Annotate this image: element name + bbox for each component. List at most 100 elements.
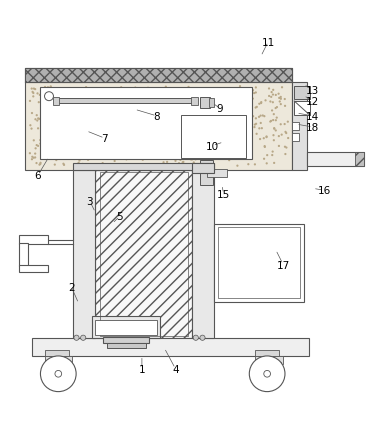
Circle shape	[138, 164, 140, 166]
Circle shape	[180, 106, 182, 108]
Circle shape	[264, 147, 266, 149]
Circle shape	[92, 106, 94, 109]
Circle shape	[259, 138, 261, 141]
Circle shape	[50, 87, 52, 89]
Circle shape	[68, 146, 70, 148]
Circle shape	[271, 110, 273, 112]
Circle shape	[192, 130, 194, 132]
Circle shape	[264, 146, 266, 148]
Circle shape	[251, 131, 253, 134]
Circle shape	[255, 118, 257, 120]
Circle shape	[111, 151, 113, 153]
Circle shape	[175, 160, 176, 163]
Circle shape	[240, 121, 242, 124]
Circle shape	[208, 122, 210, 124]
Circle shape	[152, 115, 154, 118]
Circle shape	[287, 121, 289, 124]
Circle shape	[146, 116, 148, 118]
Circle shape	[233, 103, 236, 105]
Circle shape	[240, 145, 242, 147]
Circle shape	[179, 94, 182, 96]
Circle shape	[50, 123, 52, 125]
Circle shape	[284, 106, 286, 108]
Circle shape	[184, 109, 186, 111]
Circle shape	[68, 153, 70, 155]
Circle shape	[198, 120, 201, 122]
Circle shape	[128, 114, 131, 116]
Circle shape	[31, 92, 34, 94]
Circle shape	[72, 121, 74, 124]
Circle shape	[193, 335, 198, 340]
Circle shape	[239, 90, 241, 92]
Circle shape	[112, 106, 115, 108]
Circle shape	[176, 143, 178, 145]
Circle shape	[73, 94, 75, 96]
Circle shape	[72, 112, 74, 115]
Circle shape	[240, 138, 242, 141]
Circle shape	[135, 144, 138, 146]
Circle shape	[227, 133, 229, 136]
Circle shape	[240, 97, 242, 99]
Circle shape	[148, 137, 150, 140]
Circle shape	[33, 140, 35, 142]
Circle shape	[273, 114, 275, 116]
Circle shape	[95, 135, 97, 138]
Circle shape	[31, 156, 34, 158]
Circle shape	[192, 147, 194, 149]
Circle shape	[101, 137, 103, 139]
Circle shape	[124, 127, 126, 129]
Circle shape	[44, 141, 47, 143]
Circle shape	[116, 138, 118, 140]
Circle shape	[213, 147, 215, 149]
Text: 14: 14	[306, 112, 319, 121]
Circle shape	[49, 109, 51, 112]
Circle shape	[204, 164, 206, 167]
Circle shape	[37, 93, 39, 95]
Circle shape	[229, 130, 231, 132]
Circle shape	[69, 94, 72, 96]
Circle shape	[244, 134, 246, 136]
Circle shape	[121, 156, 123, 158]
Circle shape	[185, 165, 187, 167]
Circle shape	[258, 116, 260, 119]
Circle shape	[160, 126, 163, 128]
Circle shape	[209, 123, 211, 125]
Bar	[107, 343, 145, 348]
Circle shape	[58, 114, 60, 116]
Circle shape	[186, 126, 188, 128]
Circle shape	[137, 146, 139, 148]
Circle shape	[235, 151, 238, 153]
Circle shape	[273, 128, 275, 130]
Circle shape	[39, 140, 41, 142]
Circle shape	[121, 95, 123, 98]
Circle shape	[34, 157, 36, 159]
Circle shape	[86, 89, 88, 91]
Bar	[292, 134, 299, 142]
Circle shape	[159, 100, 161, 102]
Circle shape	[140, 142, 142, 144]
Circle shape	[176, 158, 178, 160]
Circle shape	[243, 137, 245, 139]
Circle shape	[37, 118, 39, 120]
Circle shape	[192, 96, 194, 98]
Circle shape	[247, 164, 250, 166]
Circle shape	[63, 115, 66, 117]
Circle shape	[39, 143, 41, 145]
Circle shape	[94, 113, 97, 115]
Circle shape	[266, 136, 268, 138]
Circle shape	[129, 101, 132, 103]
Circle shape	[256, 133, 258, 135]
Circle shape	[125, 136, 127, 138]
Circle shape	[91, 153, 94, 155]
Circle shape	[56, 98, 59, 100]
Bar	[191, 98, 198, 106]
Circle shape	[159, 117, 161, 119]
Circle shape	[85, 87, 87, 89]
Text: 5: 5	[116, 212, 123, 222]
Circle shape	[110, 115, 113, 118]
Circle shape	[273, 128, 275, 130]
Circle shape	[45, 106, 47, 108]
Circle shape	[107, 124, 109, 126]
Circle shape	[245, 128, 248, 130]
Circle shape	[266, 137, 268, 139]
